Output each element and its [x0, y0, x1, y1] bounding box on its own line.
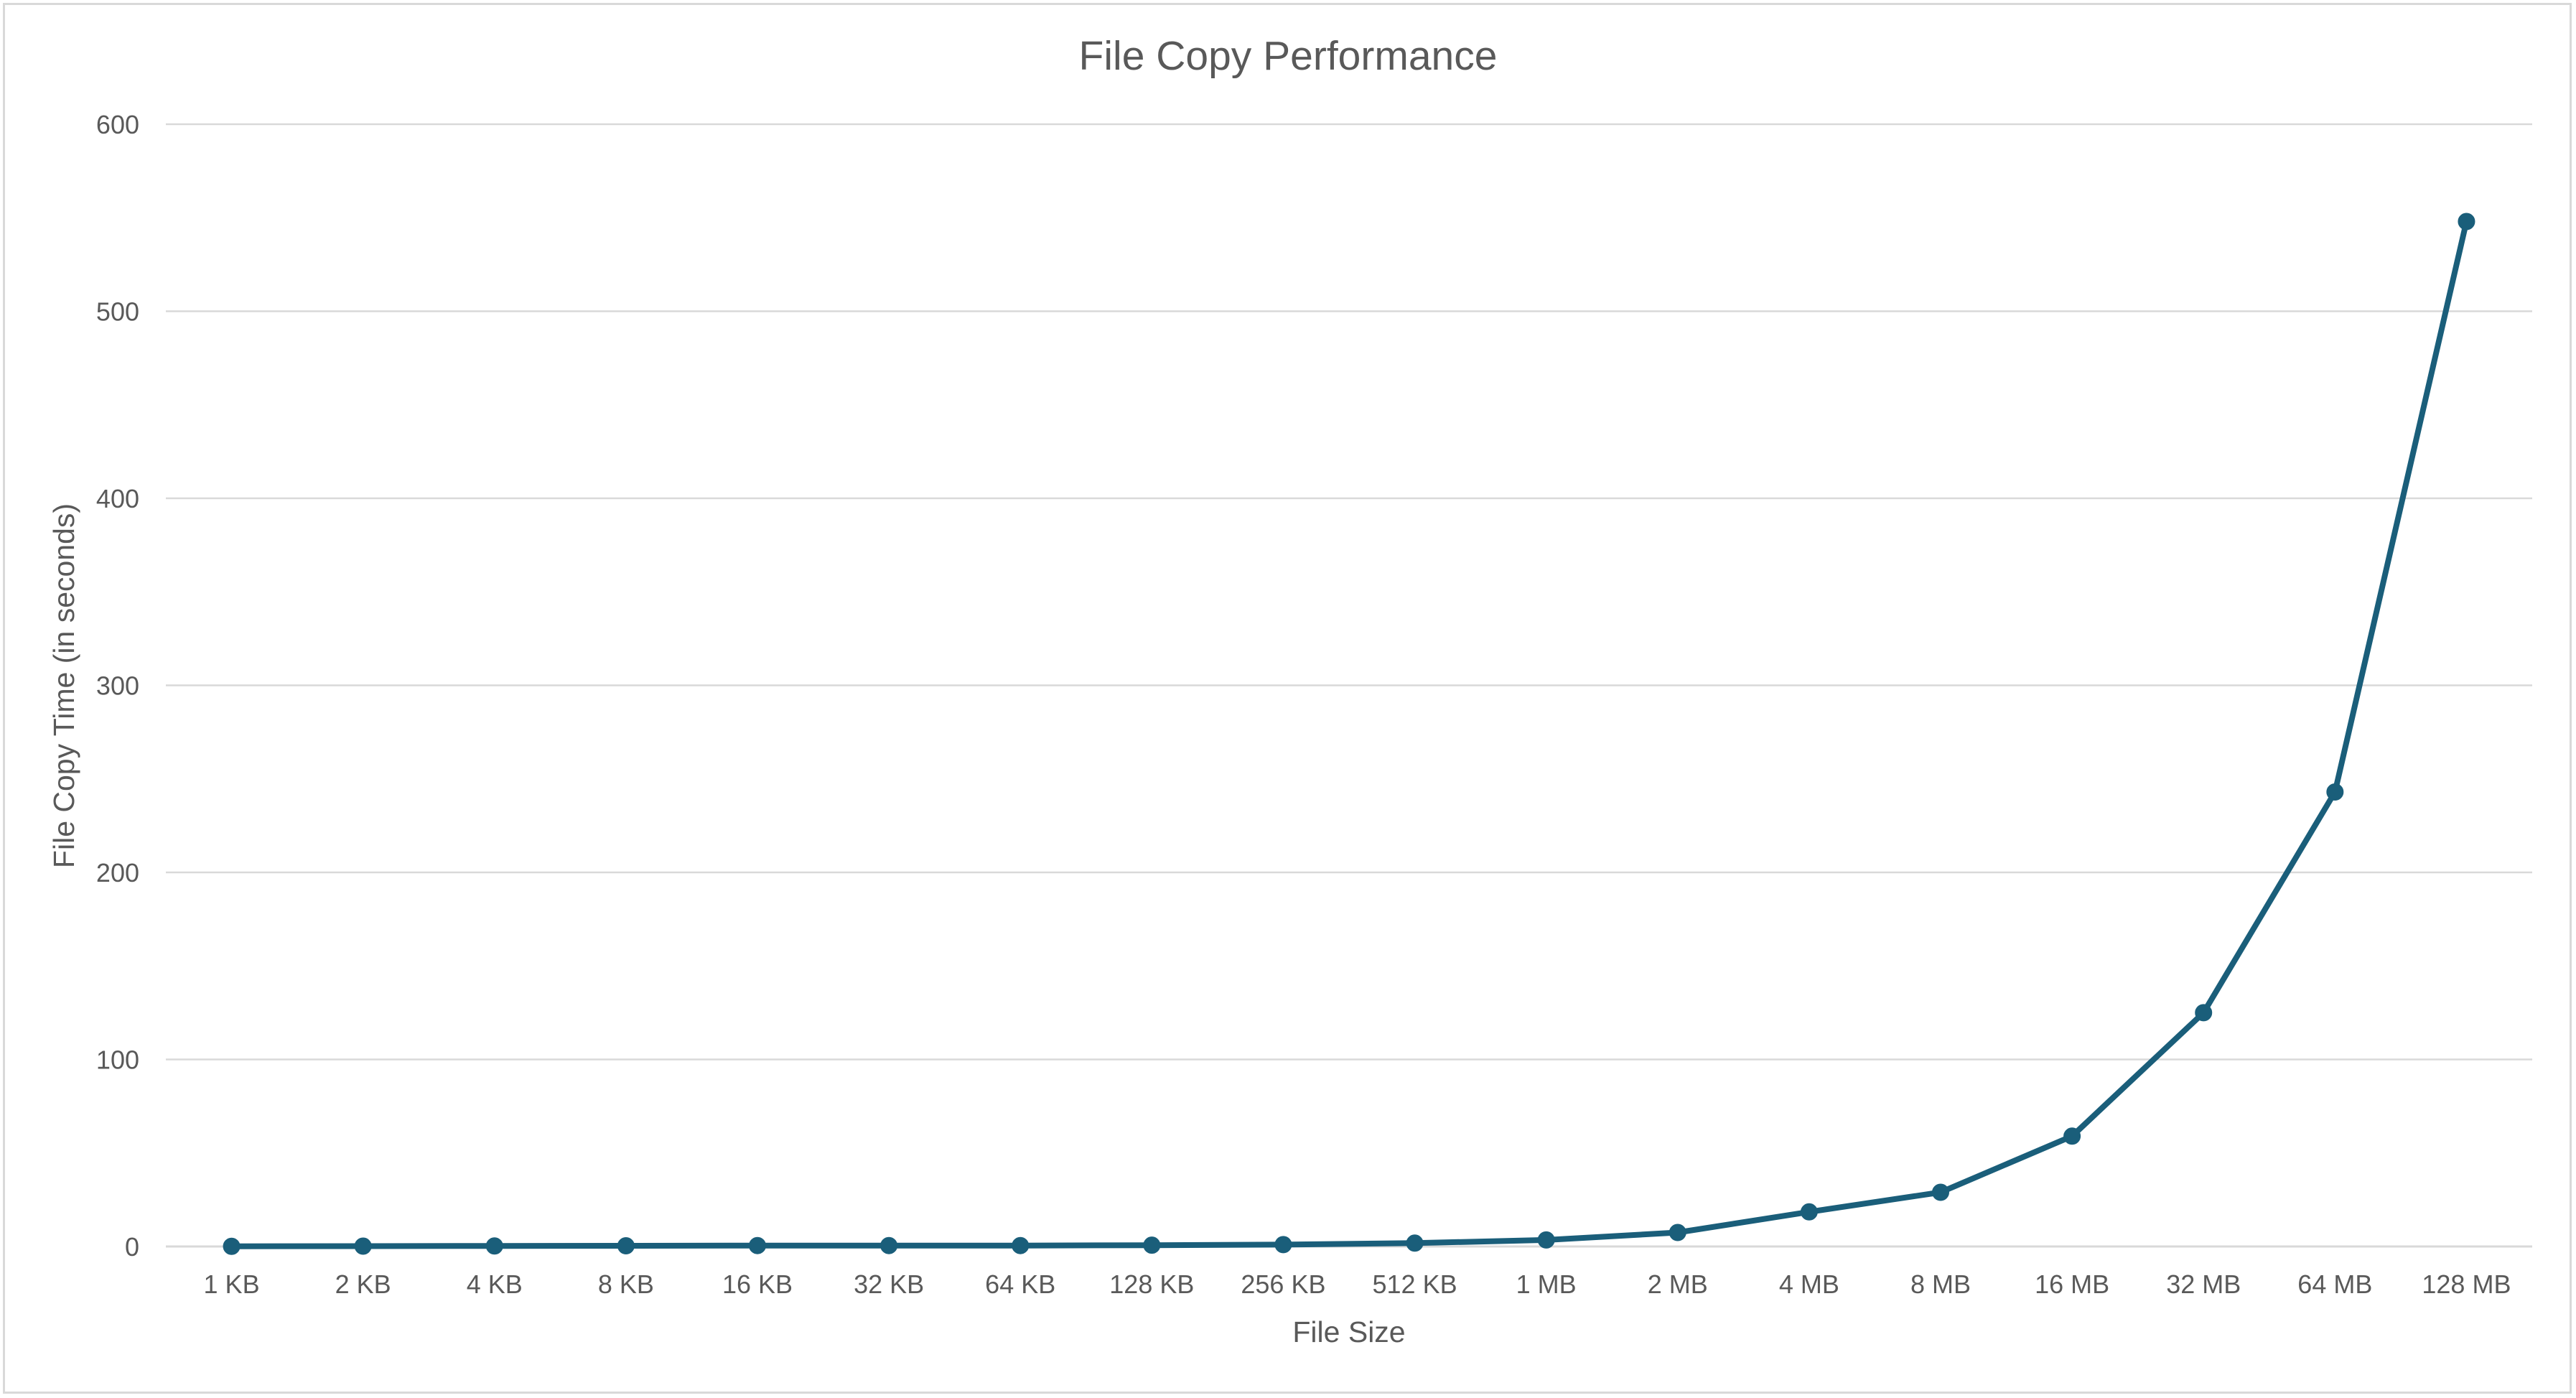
- y-axis-title: File Copy Time (in seconds): [47, 503, 80, 868]
- data-point-256-kb: [1274, 1236, 1292, 1254]
- data-point-64-kb: [1012, 1236, 1030, 1254]
- y-axis-ticks: 0 100 200 300 400 500 600: [96, 110, 139, 1262]
- data-point-1-mb: [1537, 1231, 1555, 1249]
- x-tick-label: 128 MB: [2422, 1269, 2511, 1299]
- x-axis-ticks: 1 KB 2 KB 4 KB 8 KB 16 KB 32 KB 64 KB 128 KB 256…: [204, 1269, 2511, 1299]
- data-point-32-kb: [880, 1236, 898, 1254]
- y-tick-label: 500: [96, 297, 139, 327]
- x-tick-label: 32 MB: [2166, 1269, 2241, 1299]
- chart-frame: [3, 3, 2572, 1394]
- x-tick-label: 32 KB: [854, 1269, 924, 1299]
- series-line: [228, 218, 2470, 1249]
- data-point-2-mb: [1669, 1224, 1686, 1241]
- x-tick-label: 1 KB: [204, 1269, 260, 1299]
- data-point-128-mb: [2458, 213, 2475, 230]
- series-layer: [223, 213, 2475, 1255]
- x-tick-label: 4 MB: [1779, 1269, 1839, 1299]
- gridlines: [166, 123, 2532, 1248]
- y-tick-label: 600: [96, 110, 139, 139]
- x-tick-label: 1 MB: [1516, 1269, 1577, 1299]
- x-tick-label: 2 MB: [1648, 1269, 1708, 1299]
- x-tick-label: 64 MB: [2297, 1269, 2372, 1299]
- data-point-16-mb: [2063, 1127, 2081, 1145]
- x-tick-label: 16 MB: [2035, 1269, 2109, 1299]
- y-tick-label: 100: [96, 1045, 139, 1075]
- data-point-4-kb: [485, 1237, 503, 1255]
- x-tick-label: 256 KB: [1241, 1269, 1325, 1299]
- x-tick-label: 64 KB: [985, 1269, 1055, 1299]
- x-tick-label: 16 KB: [722, 1269, 793, 1299]
- y-tick-label: 200: [96, 858, 139, 887]
- x-tick-label: 8 MB: [1910, 1269, 1971, 1299]
- y-tick-label: 0: [125, 1232, 139, 1262]
- data-point-64-mb: [2326, 783, 2344, 801]
- data-point-128-kb: [1143, 1236, 1161, 1254]
- data-point-8-mb: [1932, 1183, 1949, 1201]
- x-axis-title: File Size: [1292, 1315, 1405, 1348]
- data-point-8-kb: [617, 1236, 635, 1254]
- data-point-16-kb: [749, 1236, 766, 1254]
- y-tick-label: 400: [96, 484, 139, 513]
- data-point-4-mb: [1800, 1203, 1818, 1221]
- x-tick-label: 8 KB: [598, 1269, 654, 1299]
- chart-title: File Copy Performance: [1079, 33, 1498, 79]
- y-tick-label: 300: [96, 671, 139, 701]
- data-point-512-kb: [1406, 1234, 1424, 1252]
- x-tick-label: 512 KB: [1373, 1269, 1457, 1299]
- data-point-2-kb: [354, 1237, 372, 1255]
- data-point-1-kb: [223, 1237, 241, 1255]
- x-tick-label: 128 KB: [1109, 1269, 1194, 1299]
- x-tick-label: 4 KB: [467, 1269, 523, 1299]
- data-point-32-mb: [2195, 1004, 2213, 1022]
- x-tick-label: 2 KB: [335, 1269, 391, 1299]
